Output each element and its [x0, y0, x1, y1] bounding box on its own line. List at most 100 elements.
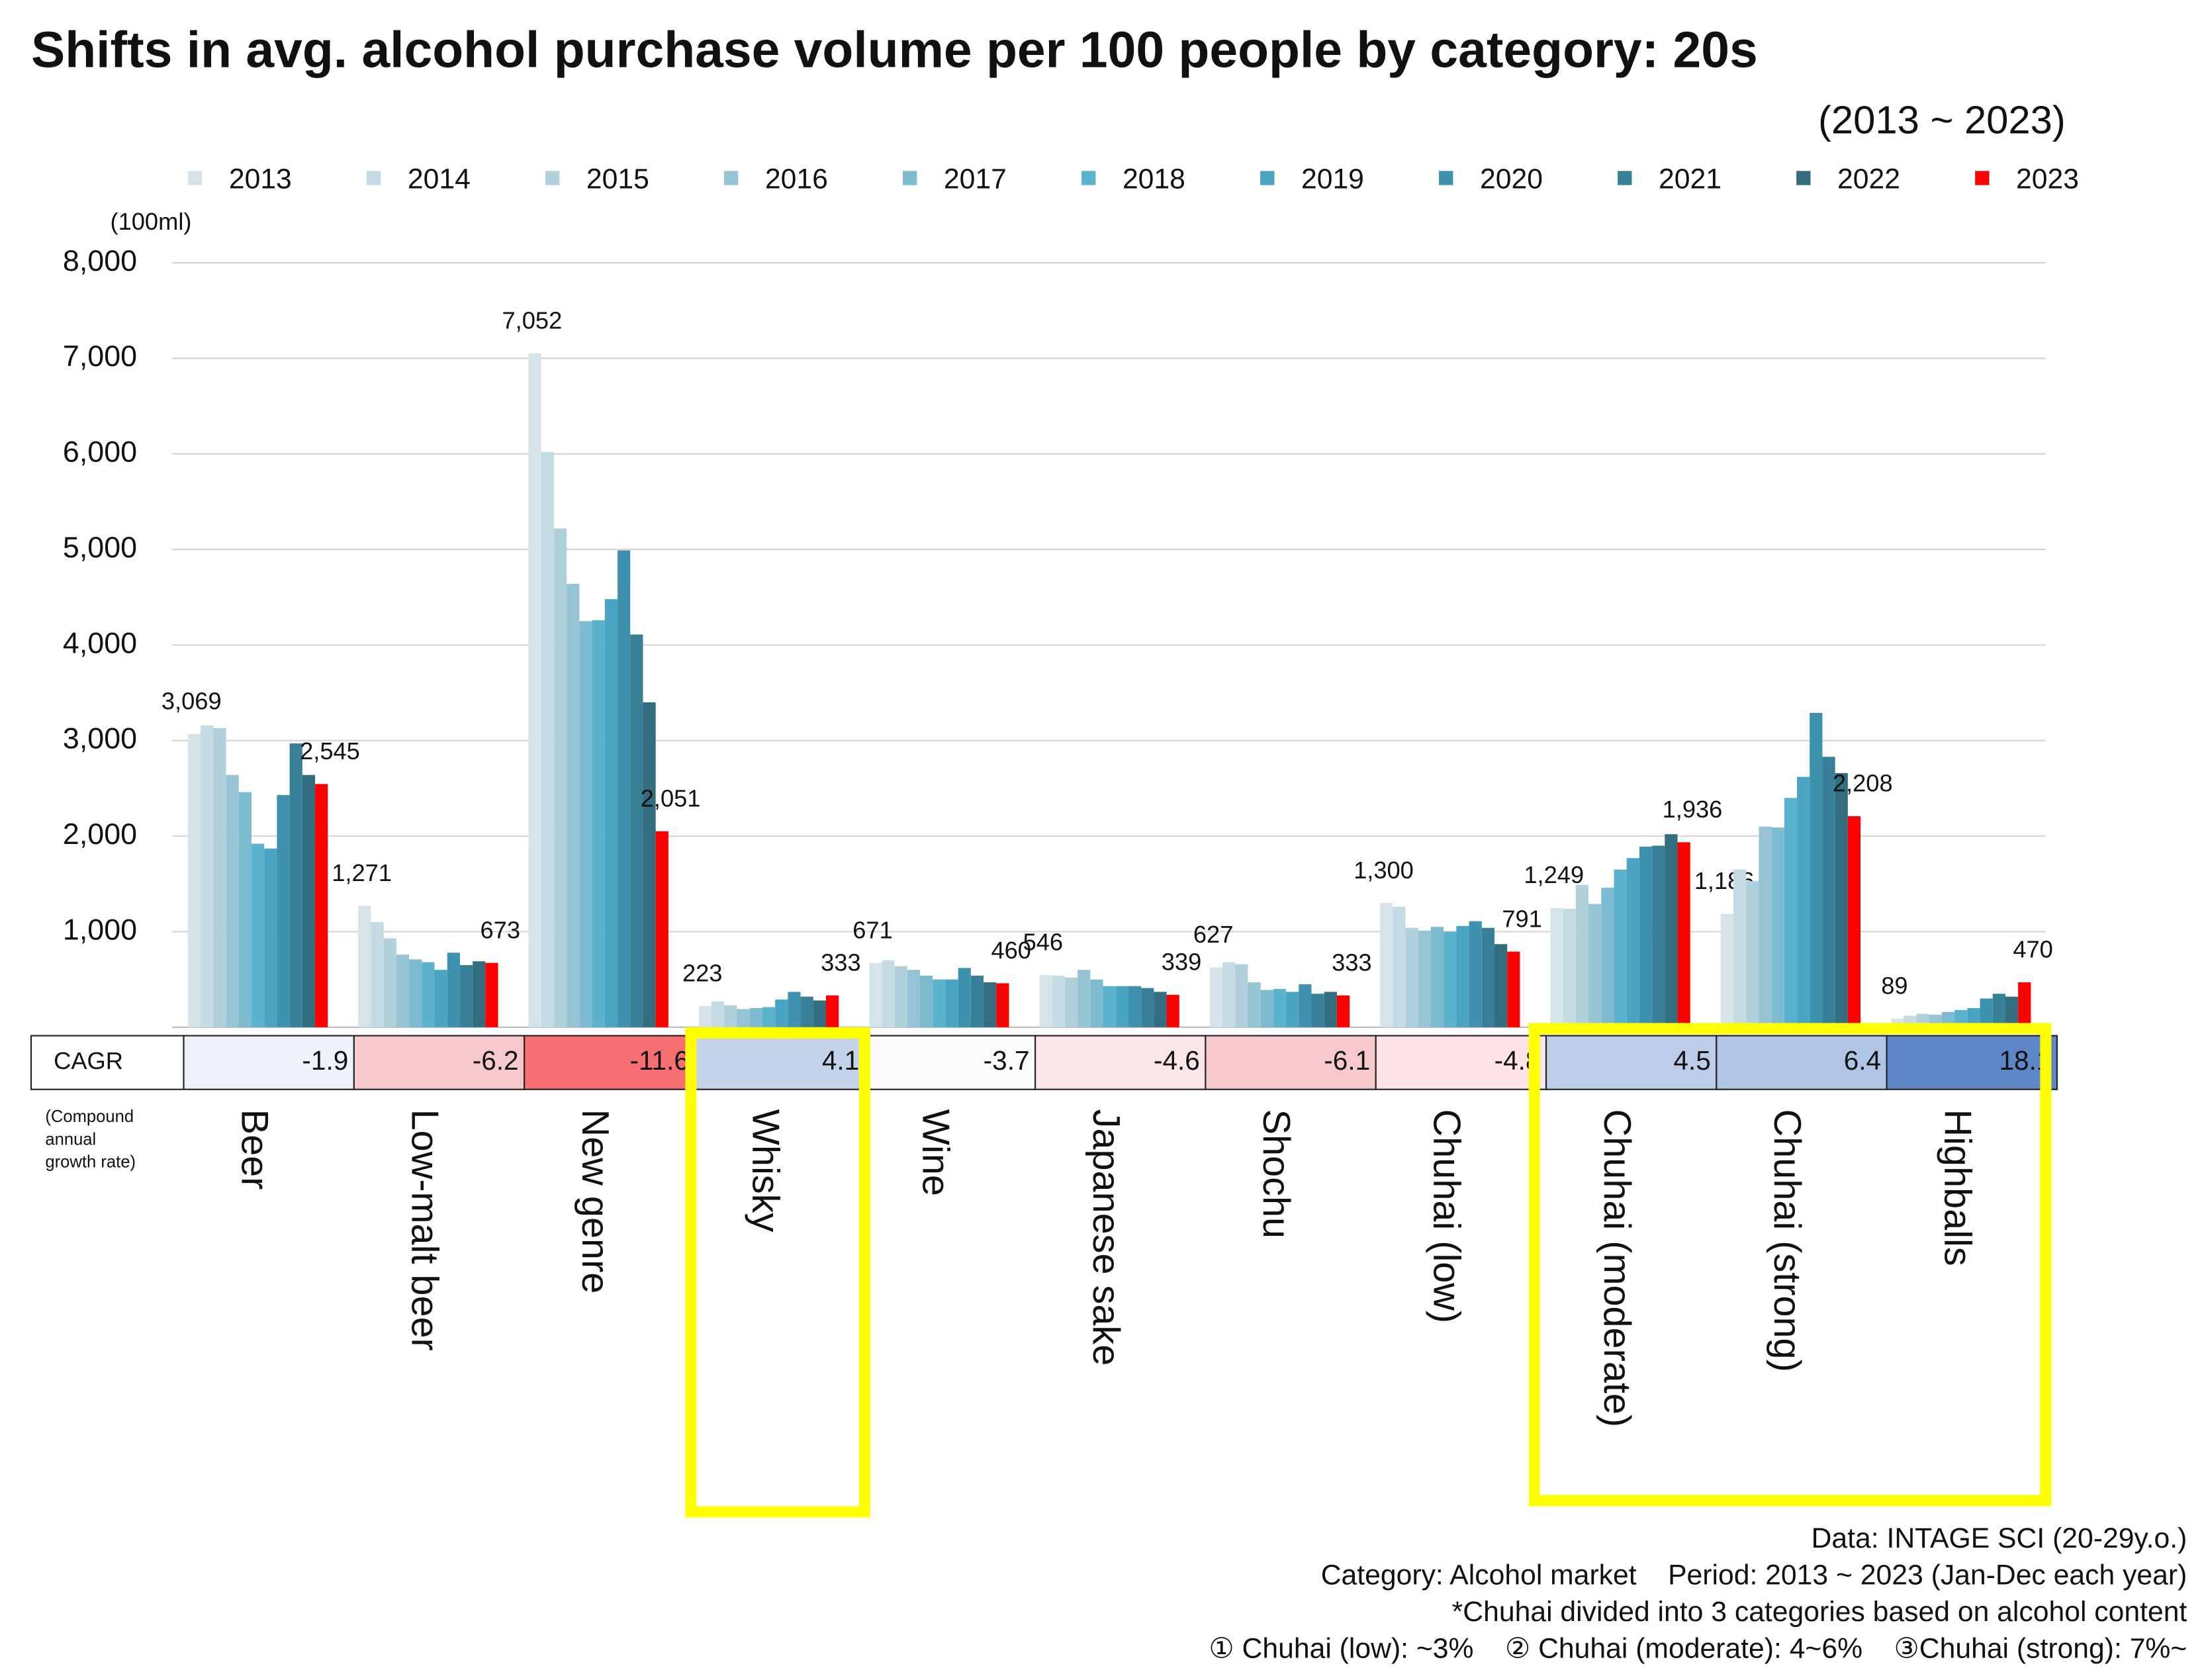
- cagr-cell: [1205, 1035, 1377, 1090]
- bar: [749, 1007, 762, 1027]
- bar: [1588, 904, 1602, 1027]
- bar: [383, 938, 396, 1027]
- bar: [762, 1007, 776, 1027]
- legend-label: 2015: [586, 163, 649, 195]
- highlight-box: [685, 1027, 870, 1518]
- bar: [1614, 869, 1627, 1027]
- bar: [358, 906, 371, 1027]
- value-label: 673: [481, 916, 521, 943]
- bar: [604, 599, 618, 1027]
- bar: [251, 843, 265, 1027]
- cagr-label: CAGR: [54, 1047, 123, 1074]
- bar: [1720, 913, 1733, 1027]
- value-label: 2,208: [1833, 770, 1893, 797]
- bar: [1222, 962, 1236, 1027]
- value-label: 2,545: [300, 737, 360, 765]
- bar: [1064, 977, 1078, 1027]
- bar: [1784, 798, 1798, 1027]
- x-tick-label: Japanese sake: [1085, 1109, 1127, 1366]
- cagr-cell: [1716, 1035, 1888, 1090]
- bar: [434, 970, 447, 1027]
- x-tick-label: Chuhai (strong): [1766, 1109, 1808, 1372]
- cagr-value: 6.4: [1844, 1045, 1881, 1076]
- legend-swatch: [545, 171, 560, 185]
- bar: [1967, 1007, 1980, 1027]
- x-tick-label: Chuhai (moderate): [1596, 1109, 1638, 1427]
- cagr-cell: [1886, 1035, 2058, 1090]
- bar: [1665, 834, 1678, 1027]
- legend-swatch: [1081, 171, 1096, 185]
- bar: [2005, 996, 2019, 1027]
- bar: [1052, 975, 1065, 1027]
- bar: [1039, 975, 1052, 1027]
- value-label: 671: [852, 917, 893, 944]
- x-tick-label: Highballs: [1936, 1109, 1978, 1266]
- bar: [226, 774, 239, 1027]
- legend-swatch: [1618, 171, 1632, 185]
- footnote: ① Chuhai (low): ~3% ② Chuhai (moderate):…: [1209, 1632, 2187, 1664]
- value-label: 2,051: [641, 784, 701, 812]
- bar: [984, 982, 997, 1027]
- bar: [459, 965, 473, 1027]
- legend-swatch: [187, 171, 203, 185]
- bar: [1810, 712, 1823, 1027]
- cagr-value: 4.1: [822, 1045, 859, 1076]
- value-label: 1,936: [1663, 796, 1723, 823]
- value-label: 333: [821, 949, 861, 976]
- bar: [920, 975, 933, 1027]
- bar: [1771, 827, 1784, 1027]
- bar: [996, 983, 1009, 1027]
- legend-label: 2013: [229, 163, 292, 195]
- cagr-value: -6.1: [1324, 1045, 1370, 1076]
- legend-label: 2017: [944, 163, 1007, 195]
- bar: [1430, 927, 1444, 1027]
- bar: [1563, 908, 1576, 1027]
- bar: [1166, 994, 1179, 1027]
- legend-swatch: [903, 171, 917, 185]
- bar: [933, 979, 946, 1027]
- cagr-value: -4.6: [1154, 1045, 1200, 1076]
- bar: [1260, 990, 1273, 1027]
- bar: [945, 979, 958, 1027]
- bar: [1980, 998, 1993, 1027]
- bar: [1575, 884, 1589, 1027]
- bar: [1393, 906, 1406, 1027]
- legend-swatch: [1796, 171, 1811, 185]
- bar: [315, 784, 328, 1027]
- bar: [277, 795, 290, 1027]
- bar: [371, 922, 384, 1027]
- bar: [1469, 921, 1482, 1027]
- legend-swatch: [1260, 171, 1275, 185]
- bar: [213, 728, 226, 1027]
- bar: [1847, 816, 1861, 1027]
- chart-subtitle: (2013 ~ 2023): [1818, 97, 2066, 142]
- bar: [1128, 986, 1142, 1027]
- bar: [869, 962, 882, 1027]
- plot: 1,000 2,000 3,000 4,000 5,000 6,000 7,000 8,000…: [30, 163, 2187, 1664]
- bar: [1601, 888, 1614, 1027]
- bar: [1835, 772, 1848, 1027]
- bar: [289, 743, 302, 1027]
- bar: [2018, 982, 2031, 1027]
- bar: [800, 996, 813, 1027]
- y-tick-label: 8,000: [63, 244, 137, 277]
- legend-label: 2021: [1659, 163, 1722, 195]
- bar: [396, 955, 410, 1027]
- y-tick-label: 7,000: [63, 340, 137, 373]
- bar: [1822, 757, 1835, 1027]
- bar: [1797, 776, 1810, 1027]
- bar: [1954, 1009, 1968, 1027]
- bar: [1733, 869, 1747, 1027]
- bar: [1286, 992, 1299, 1027]
- bar: [813, 1000, 826, 1027]
- cagr-cell: [1545, 1035, 1718, 1090]
- legend-swatch: [366, 171, 381, 185]
- bar: [409, 959, 422, 1027]
- bar: [1209, 967, 1223, 1027]
- y-unit: (100ml): [111, 208, 192, 235]
- footnote: *Chuhai divided into 3 categories based …: [1452, 1596, 2187, 1628]
- cagr-label-cell: [30, 1035, 185, 1090]
- legend-label: 2018: [1123, 163, 1185, 195]
